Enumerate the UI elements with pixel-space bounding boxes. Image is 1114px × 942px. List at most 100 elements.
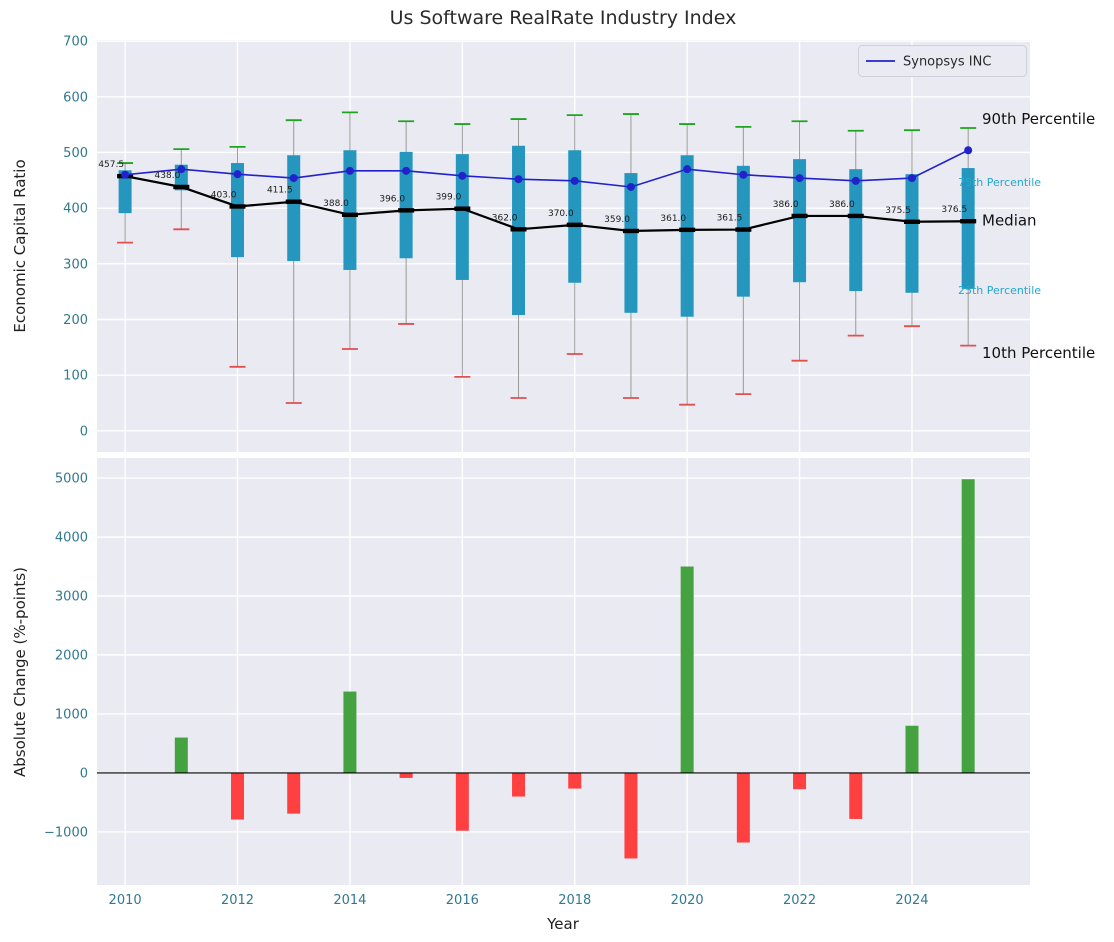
xtick-label: 2018 xyxy=(558,893,591,908)
ytick-label-bottom: 0 xyxy=(80,766,88,781)
median-value-label: 438.0 xyxy=(155,171,181,181)
median-value-label: 386.0 xyxy=(829,200,855,210)
iqr-box xyxy=(905,174,919,293)
ytick-label-bottom: 5000 xyxy=(55,472,88,487)
xtick-label: 2012 xyxy=(221,893,254,908)
iqr-box xyxy=(343,150,357,270)
change-bars xyxy=(174,479,975,859)
boxplot-2014 xyxy=(341,111,358,350)
boxplot-2023 xyxy=(847,129,864,337)
median-marker xyxy=(679,227,696,233)
ytick-label-top: 600 xyxy=(63,90,88,105)
ytick-label-bottom: 4000 xyxy=(55,531,88,546)
median-marker xyxy=(229,204,246,209)
median-value-label: 388.0 xyxy=(323,199,349,209)
bar-2012 xyxy=(231,772,245,820)
annotation-25th-percentile: 25th Percentile xyxy=(958,284,1041,297)
percentile-annotations: 90th Percentile 75th Percentile Median 25th… xyxy=(958,110,1095,362)
bar-2013 xyxy=(287,772,301,814)
median-marker xyxy=(847,213,864,219)
median-value-label: 370.0 xyxy=(548,209,574,219)
boxplot-2016 xyxy=(454,123,471,378)
ytick-label-top: 500 xyxy=(63,146,88,161)
bar-2011 xyxy=(174,737,188,773)
ytick-label-top: 200 xyxy=(63,313,88,328)
iqr-box xyxy=(849,169,863,292)
boxplot-2025 xyxy=(960,127,977,347)
median-marker xyxy=(735,227,752,232)
ytick-label-bottom: −1000 xyxy=(44,825,88,840)
bar-2016 xyxy=(455,772,469,831)
synopsys-marker xyxy=(233,170,242,179)
synopsys-marker xyxy=(514,175,523,184)
y-axis-label-top: Economic Capital Ratio xyxy=(11,159,29,332)
median-marker xyxy=(960,219,977,224)
bar-2023 xyxy=(849,772,863,819)
iqr-box xyxy=(793,159,807,283)
bar-2015 xyxy=(399,772,413,778)
bar-2014 xyxy=(343,691,357,773)
bar-2021 xyxy=(736,772,750,843)
xtick-label: 2016 xyxy=(446,893,479,908)
median-marker xyxy=(454,206,471,211)
annotation-10th-percentile: 10th Percentile xyxy=(982,344,1095,362)
bar-2019 xyxy=(624,772,638,859)
median-marker xyxy=(398,208,415,213)
iqr-box xyxy=(455,154,469,280)
xtick-label: 2014 xyxy=(333,893,366,908)
bar-2022 xyxy=(793,772,807,790)
ytick-label-bottom: 3000 xyxy=(55,590,88,605)
median-marker xyxy=(903,219,920,224)
median-marker xyxy=(285,199,302,204)
ytick-label-top: 300 xyxy=(63,257,88,272)
median-value-label: 411.5 xyxy=(267,186,293,196)
xtick-label: 2024 xyxy=(895,893,928,908)
iqr-box xyxy=(231,163,245,258)
legend-box xyxy=(858,45,1027,77)
synopsys-marker xyxy=(851,176,860,185)
median-value-label: 396.0 xyxy=(379,194,405,204)
annotation-90th-percentile: 90th Percentile xyxy=(982,110,1095,128)
synopsys-marker xyxy=(626,182,635,191)
boxplot-2013 xyxy=(285,119,302,404)
annotation-median: Median xyxy=(982,211,1037,229)
iqr-box xyxy=(399,151,413,259)
median-marker xyxy=(622,228,639,234)
bar-2017 xyxy=(512,772,526,797)
median-marker xyxy=(791,213,808,219)
synopsys-marker xyxy=(795,174,804,183)
synopsys-marker xyxy=(121,170,130,179)
median-line xyxy=(124,175,969,233)
synopsys-marker xyxy=(289,174,298,183)
ytick-label-bottom: 1000 xyxy=(55,707,88,722)
median-value-label: 359.0 xyxy=(604,215,630,225)
median-value-label: 375.5 xyxy=(885,206,911,216)
synopsys-marker xyxy=(402,166,411,175)
synopsys-marker xyxy=(964,146,973,155)
synopsys-marker xyxy=(907,174,916,183)
synopsys-marker xyxy=(177,165,186,174)
median-value-label: 376.5 xyxy=(941,205,967,215)
ytick-label-top: 700 xyxy=(63,35,88,50)
synopsys-marker xyxy=(345,166,354,175)
median-value-label: 399.0 xyxy=(436,193,462,203)
bottom-panel-background xyxy=(97,458,1030,885)
median-value-label: 362.0 xyxy=(492,213,518,223)
median-value-label: 457.5 xyxy=(98,160,124,170)
iqr-box xyxy=(568,150,582,283)
synopsys-series xyxy=(121,146,973,191)
iqr-box xyxy=(680,155,694,317)
boxplot-2015 xyxy=(398,120,415,325)
plot-area: 0 100 200 300 400 500 600 700 −1000 0 1000 2000 3000… xyxy=(44,35,1030,908)
median-marker xyxy=(510,227,527,232)
synopsys-marker xyxy=(458,171,467,180)
synopsys-marker xyxy=(570,176,579,185)
median-value-label: 361.5 xyxy=(717,214,743,224)
boxplots xyxy=(117,111,977,406)
synopsys-marker xyxy=(683,165,692,174)
x-axis-label: Year xyxy=(546,915,580,933)
iqr-box xyxy=(118,170,132,214)
median-marker xyxy=(566,222,583,228)
bar-2018 xyxy=(568,772,582,789)
xtick-label: 2022 xyxy=(783,893,816,908)
